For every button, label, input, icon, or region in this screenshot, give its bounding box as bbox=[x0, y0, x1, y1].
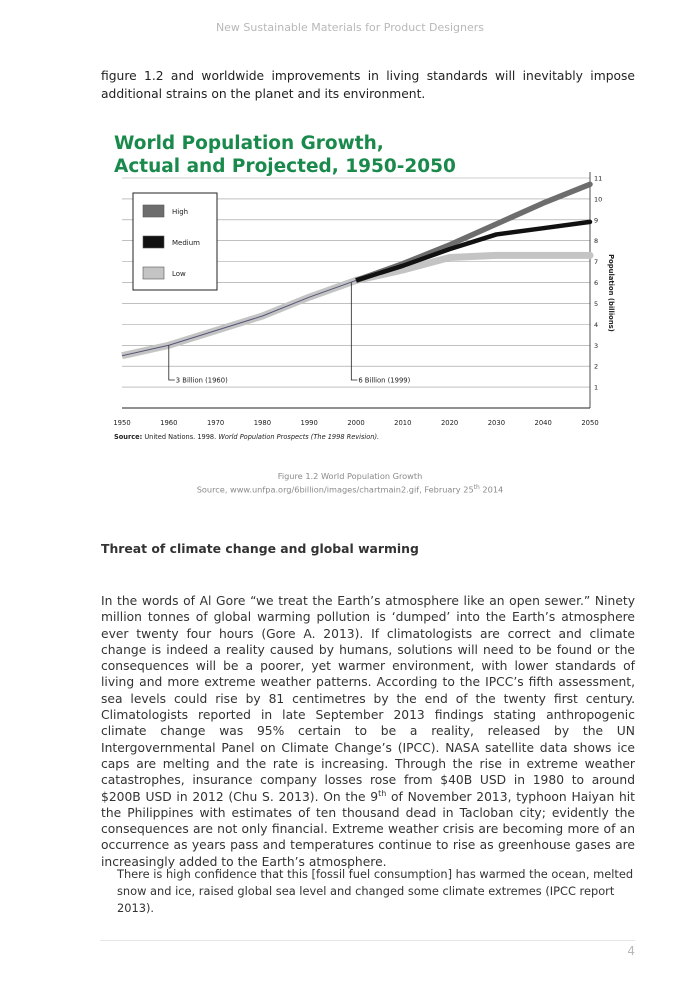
ipcc-quote: There is high confidence that this [foss… bbox=[117, 867, 634, 915]
body-paragraph-part-1: In the words of Al Gore “we treat the Ea… bbox=[101, 594, 635, 804]
x-tick-label: 1950 bbox=[113, 419, 130, 427]
chart-source-title: World Population Prospects (The 1998 Rev… bbox=[218, 433, 380, 441]
chart-title-line-2: Actual and Projected, 1950-2050 bbox=[114, 156, 456, 177]
x-tick-label: 2010 bbox=[394, 419, 411, 427]
y-tick-label: 7 bbox=[594, 258, 598, 266]
x-tick-label: 2040 bbox=[535, 419, 552, 427]
figure-caption-year: 2014 bbox=[479, 484, 504, 495]
figure-caption-line-1: Figure 1.2 World Population Growth bbox=[277, 471, 423, 481]
x-tick-label: 2020 bbox=[441, 419, 458, 427]
figure-caption-sup: th bbox=[473, 484, 480, 491]
y-tick-label: 10 bbox=[594, 195, 602, 203]
footer-rule bbox=[100, 940, 635, 941]
y-tick-label: 4 bbox=[594, 321, 598, 329]
chart-title: World Population Growth, Actual and Proj… bbox=[114, 132, 456, 178]
y-tick-label: 8 bbox=[594, 237, 598, 245]
x-tick-label: 1960 bbox=[160, 419, 177, 427]
figure-caption-line-2: Source, www.unfpa.org/6billion/images/ch… bbox=[196, 484, 474, 495]
annotation-leader bbox=[350, 282, 358, 381]
figure-caption: Figure 1.2 World Population Growth Sourc… bbox=[0, 470, 700, 496]
chart-source-text: United Nations. 1998. bbox=[142, 433, 219, 441]
x-tick-label: 1990 bbox=[301, 419, 318, 427]
body-paragraph-sup: th bbox=[378, 788, 387, 798]
series-actual-edge bbox=[121, 279, 357, 357]
body-paragraph-part-2: of November 2013, typhoon Haiyan hit the… bbox=[101, 789, 635, 869]
legend-label-low: Low bbox=[172, 270, 186, 278]
chart-title-line-1: World Population Growth, bbox=[114, 133, 384, 154]
x-tick-label: 2050 bbox=[581, 419, 598, 427]
legend-label-high: High bbox=[172, 208, 188, 216]
section-heading: Threat of climate change and global warm… bbox=[101, 541, 419, 556]
x-tick-label: 2000 bbox=[347, 419, 364, 427]
legend-label-medium: Medium bbox=[172, 239, 200, 247]
body-paragraph: In the words of Al Gore “we treat the Ea… bbox=[101, 593, 635, 870]
legend-swatch-low bbox=[142, 266, 165, 280]
y-tick-label: 2 bbox=[594, 363, 598, 371]
y-tick-label: 5 bbox=[594, 300, 598, 308]
legend-swatch-high bbox=[142, 204, 165, 218]
chart-source-label: Source: bbox=[114, 433, 143, 441]
y-axis-label: Population (billions) bbox=[607, 254, 615, 332]
population-chart: 1 2 3 4 5 6 7 8 9 10 11 1950 1960 1970 1980 1990 2000 201… bbox=[113, 172, 615, 427]
x-tick-label: 1970 bbox=[207, 419, 224, 427]
running-head: New Sustainable Materials for Product De… bbox=[215, 21, 485, 34]
x-tick-label: 1980 bbox=[254, 419, 271, 427]
intro-paragraph: figure 1.2 and worldwide improvements in… bbox=[101, 69, 635, 101]
x-tick-label: 2030 bbox=[488, 419, 505, 427]
y-tick-label: 3 bbox=[594, 342, 598, 350]
chart-source: Source: United Nations. 1998. World Popu… bbox=[114, 433, 379, 441]
population-figure: World Population Growth, Actual and Proj… bbox=[101, 128, 621, 458]
series-medium-line bbox=[353, 219, 593, 283]
y-tick-label: 11 bbox=[594, 175, 602, 183]
annotation-label: 3 Billion (1960) bbox=[176, 377, 228, 385]
y-tick-label: 6 bbox=[594, 279, 598, 287]
legend-swatch-medium bbox=[142, 235, 165, 249]
y-tick-label: 1 bbox=[594, 384, 598, 392]
series-actual-line bbox=[121, 277, 358, 360]
series-low-line bbox=[352, 251, 594, 284]
page-number: 4 bbox=[627, 944, 635, 958]
y-tick-label: 9 bbox=[594, 216, 598, 224]
annotation-label: 6 Billion (1999) bbox=[358, 377, 410, 385]
annotation-leader bbox=[168, 345, 175, 381]
